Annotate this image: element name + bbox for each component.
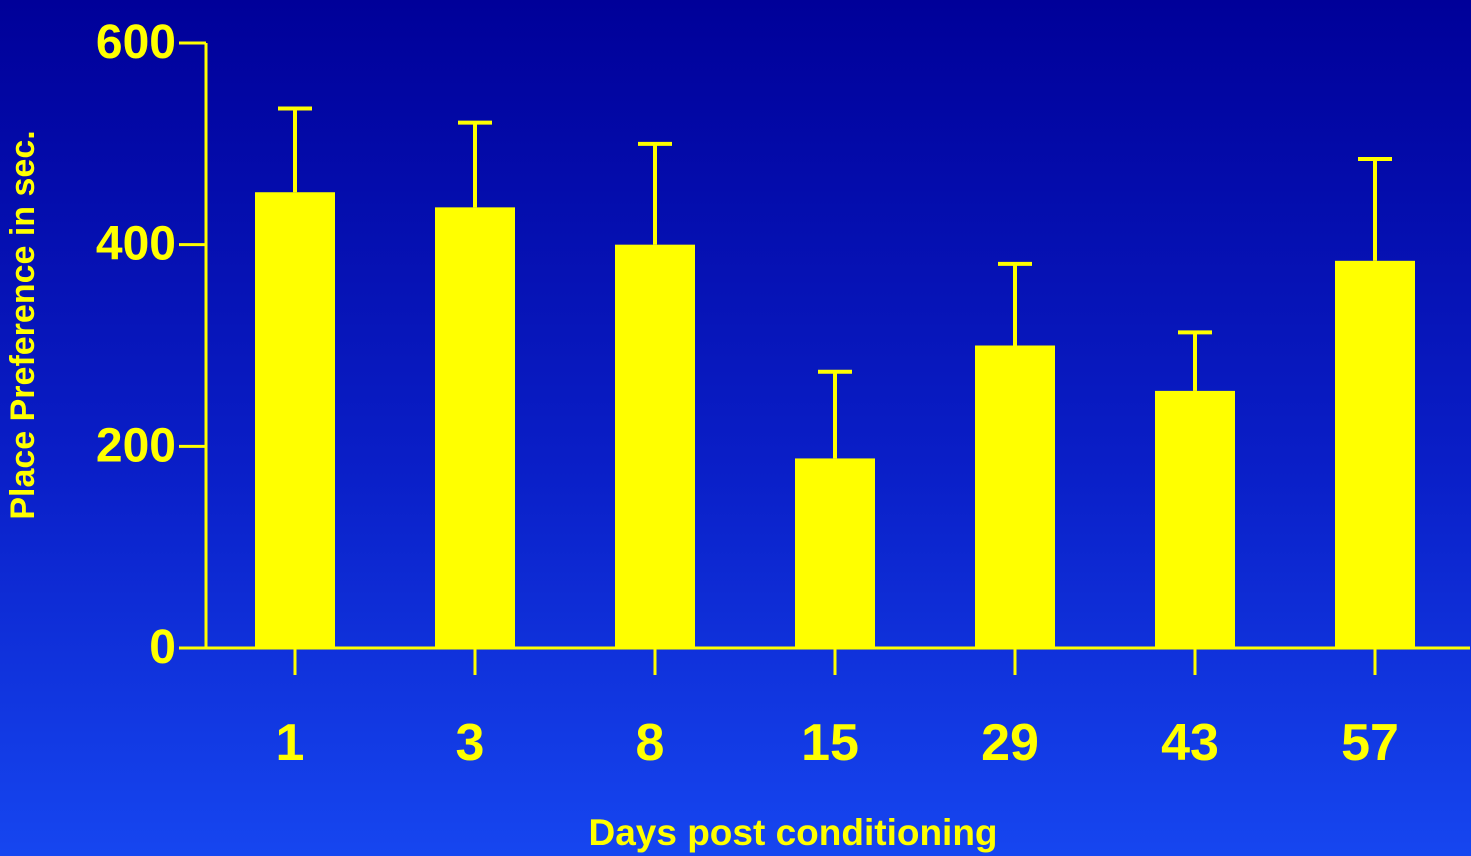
x-tick-label: 1 bbox=[276, 714, 305, 772]
bar bbox=[615, 244, 695, 648]
y-tick-label: 400 bbox=[96, 218, 176, 271]
y-tick-label: 200 bbox=[96, 419, 176, 472]
bar bbox=[1335, 260, 1415, 648]
bar bbox=[435, 207, 515, 648]
x-tick-label: 57 bbox=[1341, 714, 1399, 772]
y-axis-label: Place Preference in sec. bbox=[4, 130, 42, 519]
bar bbox=[255, 192, 335, 648]
bar bbox=[975, 345, 1055, 648]
bar bbox=[795, 458, 875, 648]
bar bbox=[1155, 390, 1235, 648]
error-bars bbox=[278, 106, 1392, 459]
x-tick-label: 43 bbox=[1161, 714, 1219, 772]
x-tick-label: 15 bbox=[801, 714, 859, 772]
y-tick-labels: 0 200 400 600 bbox=[96, 16, 176, 674]
x-tick-label: 8 bbox=[636, 714, 665, 772]
x-axis-label: Days post conditioning bbox=[588, 812, 997, 853]
y-tick-label: 0 bbox=[149, 621, 176, 674]
x-tick-label: 3 bbox=[456, 714, 485, 772]
y-tick-label: 600 bbox=[96, 16, 176, 69]
x-tick-label: 29 bbox=[981, 714, 1039, 772]
bars bbox=[255, 192, 1415, 648]
x-tick-labels: 1 3 8 15 29 43 57 bbox=[276, 714, 1399, 772]
